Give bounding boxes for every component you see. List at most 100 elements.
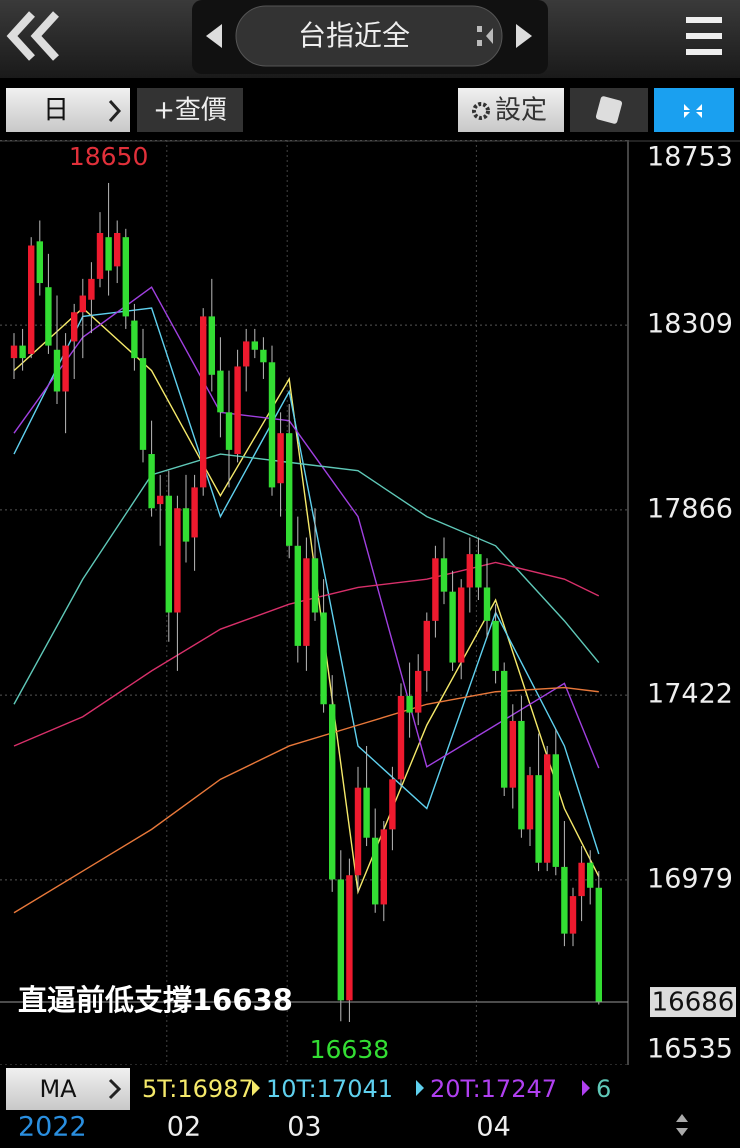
low-label: 16638	[310, 1035, 390, 1064]
candle-body	[587, 862, 594, 888]
candle-body	[561, 866, 568, 934]
candle-body	[397, 695, 405, 780]
ma-button-label: MA	[39, 1075, 77, 1103]
candle-body	[509, 720, 516, 788]
x-tick-label: 02	[167, 1112, 201, 1143]
candle-body	[268, 362, 276, 488]
candle-body	[114, 233, 121, 267]
candle-body	[225, 412, 233, 450]
candle-body	[552, 754, 559, 867]
drag-handle	[477, 26, 493, 46]
candle-body	[191, 487, 198, 538]
candle-body	[535, 775, 542, 863]
candle-body	[578, 862, 585, 897]
candle-body	[19, 345, 26, 359]
y-tick-label: 17866	[647, 493, 733, 524]
candle-body	[329, 704, 336, 880]
y-tick-label: 18753	[647, 142, 733, 173]
ma-button[interactable]	[6, 1068, 130, 1110]
ma-line	[13, 286, 600, 769]
candle-body	[148, 454, 155, 509]
candle-body	[45, 287, 52, 346]
quote-button[interactable]	[137, 88, 243, 132]
candle-body	[286, 433, 293, 546]
candle-body	[475, 554, 482, 588]
candle-body	[544, 754, 551, 863]
ma-legend-entry: 5T:16987	[142, 1075, 254, 1103]
candle-body	[311, 558, 319, 613]
candle-body	[501, 670, 508, 788]
candle-body	[174, 508, 181, 613]
settings-button[interactable]	[458, 88, 564, 132]
title-pill[interactable]	[235, 5, 503, 67]
candle-body	[458, 587, 465, 663]
ma-line	[13, 453, 600, 705]
back-button[interactable]	[6, 11, 59, 61]
settings-label: 設定	[495, 96, 547, 126]
high-label: 18650	[69, 142, 149, 171]
scroll-handle[interactable]	[676, 1114, 688, 1136]
candle-body	[363, 787, 370, 838]
candle-body	[380, 829, 387, 905]
candle-body	[415, 670, 422, 713]
period-arrow	[108, 99, 122, 123]
candle-body	[569, 896, 577, 934]
candle-body	[518, 720, 525, 830]
candle-body	[406, 695, 413, 713]
candle-body	[320, 612, 327, 705]
candle-body	[71, 312, 78, 342]
candle-body	[449, 591, 456, 663]
candle-body	[526, 775, 534, 830]
prev-arrow[interactable]	[206, 24, 222, 48]
candle-body	[208, 316, 215, 375]
candle-body	[131, 320, 138, 359]
last-price-label: 16686	[652, 988, 735, 1018]
candle-body	[303, 558, 310, 646]
candle-body	[595, 887, 602, 1003]
candle-body	[200, 316, 207, 488]
candle-body	[372, 837, 379, 905]
ma-line	[13, 686, 599, 914]
fullscreen-icon	[684, 104, 702, 118]
candle-body	[346, 875, 353, 1001]
candle-body	[492, 620, 499, 671]
ma-legend-arrow	[252, 1080, 260, 1096]
candle-body	[88, 278, 95, 300]
quote-label: +查價	[153, 96, 227, 126]
candle-body	[105, 237, 112, 271]
candle-body	[483, 587, 491, 621]
ma-legend-arrow	[582, 1080, 590, 1096]
candle-body	[389, 779, 396, 830]
ma-legend-entry: 6	[596, 1075, 611, 1103]
fullscreen-button[interactable]	[654, 88, 734, 132]
candle-body	[251, 341, 258, 350]
x-tick-label: 04	[476, 1112, 510, 1143]
candle-body	[354, 787, 362, 876]
candle-body	[139, 358, 147, 450]
plot	[0, 140, 628, 1065]
candle-body	[277, 433, 284, 484]
candle-body	[260, 349, 267, 363]
ma-legend-entry: 10T:17041	[266, 1075, 393, 1103]
candle-body	[182, 508, 190, 542]
candle-body	[243, 341, 250, 367]
ma-legend-entry: 20T:17247	[430, 1075, 557, 1103]
title: 台指近全	[298, 19, 410, 52]
x-tick-label: 03	[287, 1112, 321, 1143]
ma-arrow	[108, 1078, 122, 1100]
candle-body	[234, 366, 241, 455]
menu-button[interactable]	[686, 17, 722, 55]
candle-body	[62, 345, 69, 392]
candle-body	[440, 558, 448, 592]
candle-body	[217, 370, 224, 413]
last-price-box	[650, 987, 736, 1018]
candle-body	[28, 245, 35, 354]
candle-body	[79, 295, 86, 313]
rotate-icon	[595, 96, 623, 124]
x-tick-label: 2022	[18, 1112, 87, 1143]
next-arrow[interactable]	[516, 24, 532, 48]
candle-body	[157, 495, 164, 505]
candle-body	[294, 545, 301, 646]
period-button[interactable]	[6, 88, 130, 132]
